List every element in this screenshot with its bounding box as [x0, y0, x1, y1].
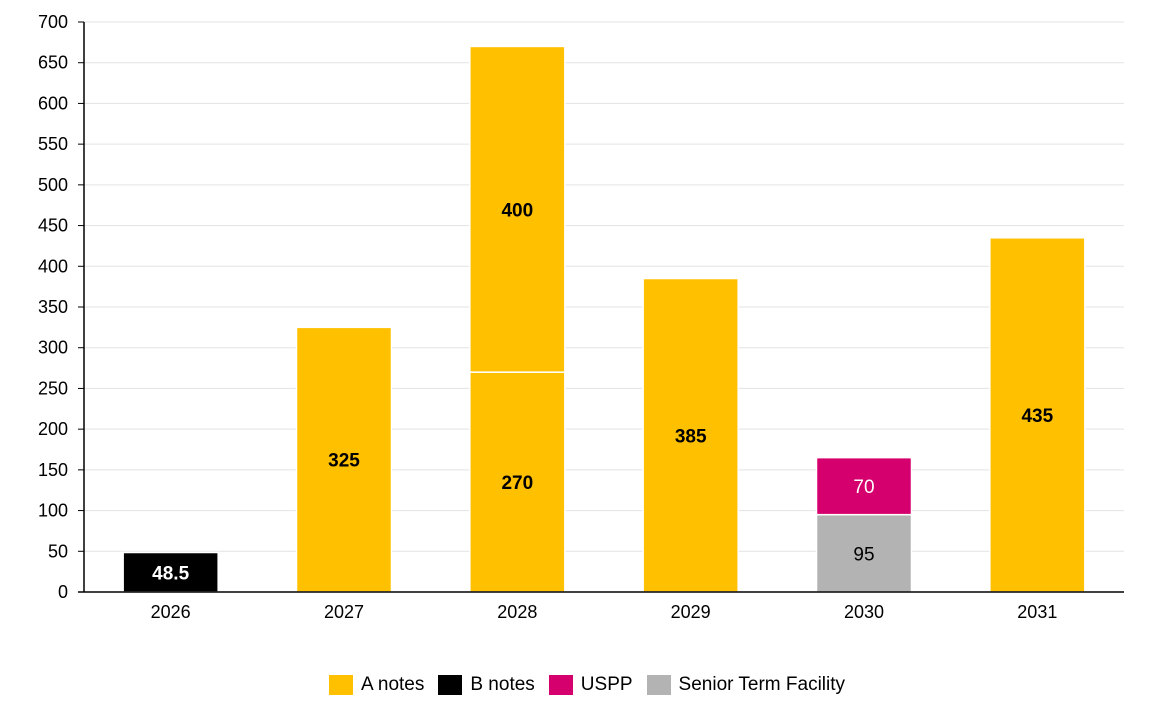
- x-tick-label: 2030: [844, 602, 884, 622]
- legend-swatch: [548, 675, 573, 695]
- bar-segment: [469, 45, 566, 373]
- y-tick-label: 100: [38, 501, 68, 521]
- y-tick-label: 150: [38, 460, 68, 480]
- chart: 0 50 100 150 200 250 300 350 400 450 500 550 600 650 7…: [38, 12, 1124, 622]
- legend-item-b-notes: B notes: [438, 674, 535, 696]
- y-tick-label: 550: [38, 134, 68, 154]
- data-label: 325: [328, 451, 360, 472]
- y-tick-label: 700: [38, 12, 68, 32]
- data-label: 385: [675, 426, 707, 447]
- y-tick-label: 500: [38, 175, 68, 195]
- x-tick-label: 2029: [671, 602, 711, 622]
- y-tick-label: 250: [38, 378, 68, 398]
- bar-segment: [989, 237, 1086, 593]
- bar-segment: [469, 371, 566, 593]
- legend-label: A notes: [360, 674, 425, 695]
- data-label: 435: [1021, 406, 1053, 427]
- legend: A notes B notes USPP Senior Term Facilit…: [0, 674, 1174, 696]
- legend-swatch: [328, 675, 353, 695]
- y-tick-label: 350: [38, 297, 68, 317]
- legend-label: Senior Term Facility: [678, 674, 846, 695]
- y-tick-label: 400: [38, 256, 68, 276]
- y-tick-label: 50: [48, 541, 68, 561]
- y-tick-label: 600: [38, 93, 68, 113]
- x-tick-label: 2026: [151, 602, 191, 622]
- legend-item-senior-term-facility: Senior Term Facility: [646, 674, 846, 696]
- y-tick-label: 300: [38, 338, 68, 358]
- legend-swatch: [438, 675, 463, 695]
- legend-swatch: [646, 675, 671, 695]
- bar-segment: [295, 326, 393, 593]
- data-label: 70: [853, 477, 874, 498]
- bar-segment: [815, 456, 913, 516]
- legend-label: USPP: [580, 674, 633, 695]
- legend-label: B notes: [470, 674, 535, 695]
- data-label: 400: [501, 200, 533, 221]
- legend-item-uspp: USPP: [548, 674, 633, 696]
- legend-item-a-notes: A notes: [328, 674, 425, 696]
- y-tick-label: 650: [38, 53, 68, 73]
- y-tick-label: 450: [38, 216, 68, 236]
- data-label: 270: [501, 473, 533, 494]
- data-label: 95: [853, 544, 874, 565]
- x-tick-label: 2028: [497, 602, 537, 622]
- y-tick-label: 0: [58, 582, 68, 602]
- y-tick-label: 200: [38, 419, 68, 439]
- bar-segment: [122, 551, 219, 593]
- x-tick-label: 2027: [324, 602, 364, 622]
- data-label: 48.5: [152, 563, 189, 584]
- bar-segment: [815, 513, 913, 593]
- x-tick-label: 2031: [1017, 602, 1057, 622]
